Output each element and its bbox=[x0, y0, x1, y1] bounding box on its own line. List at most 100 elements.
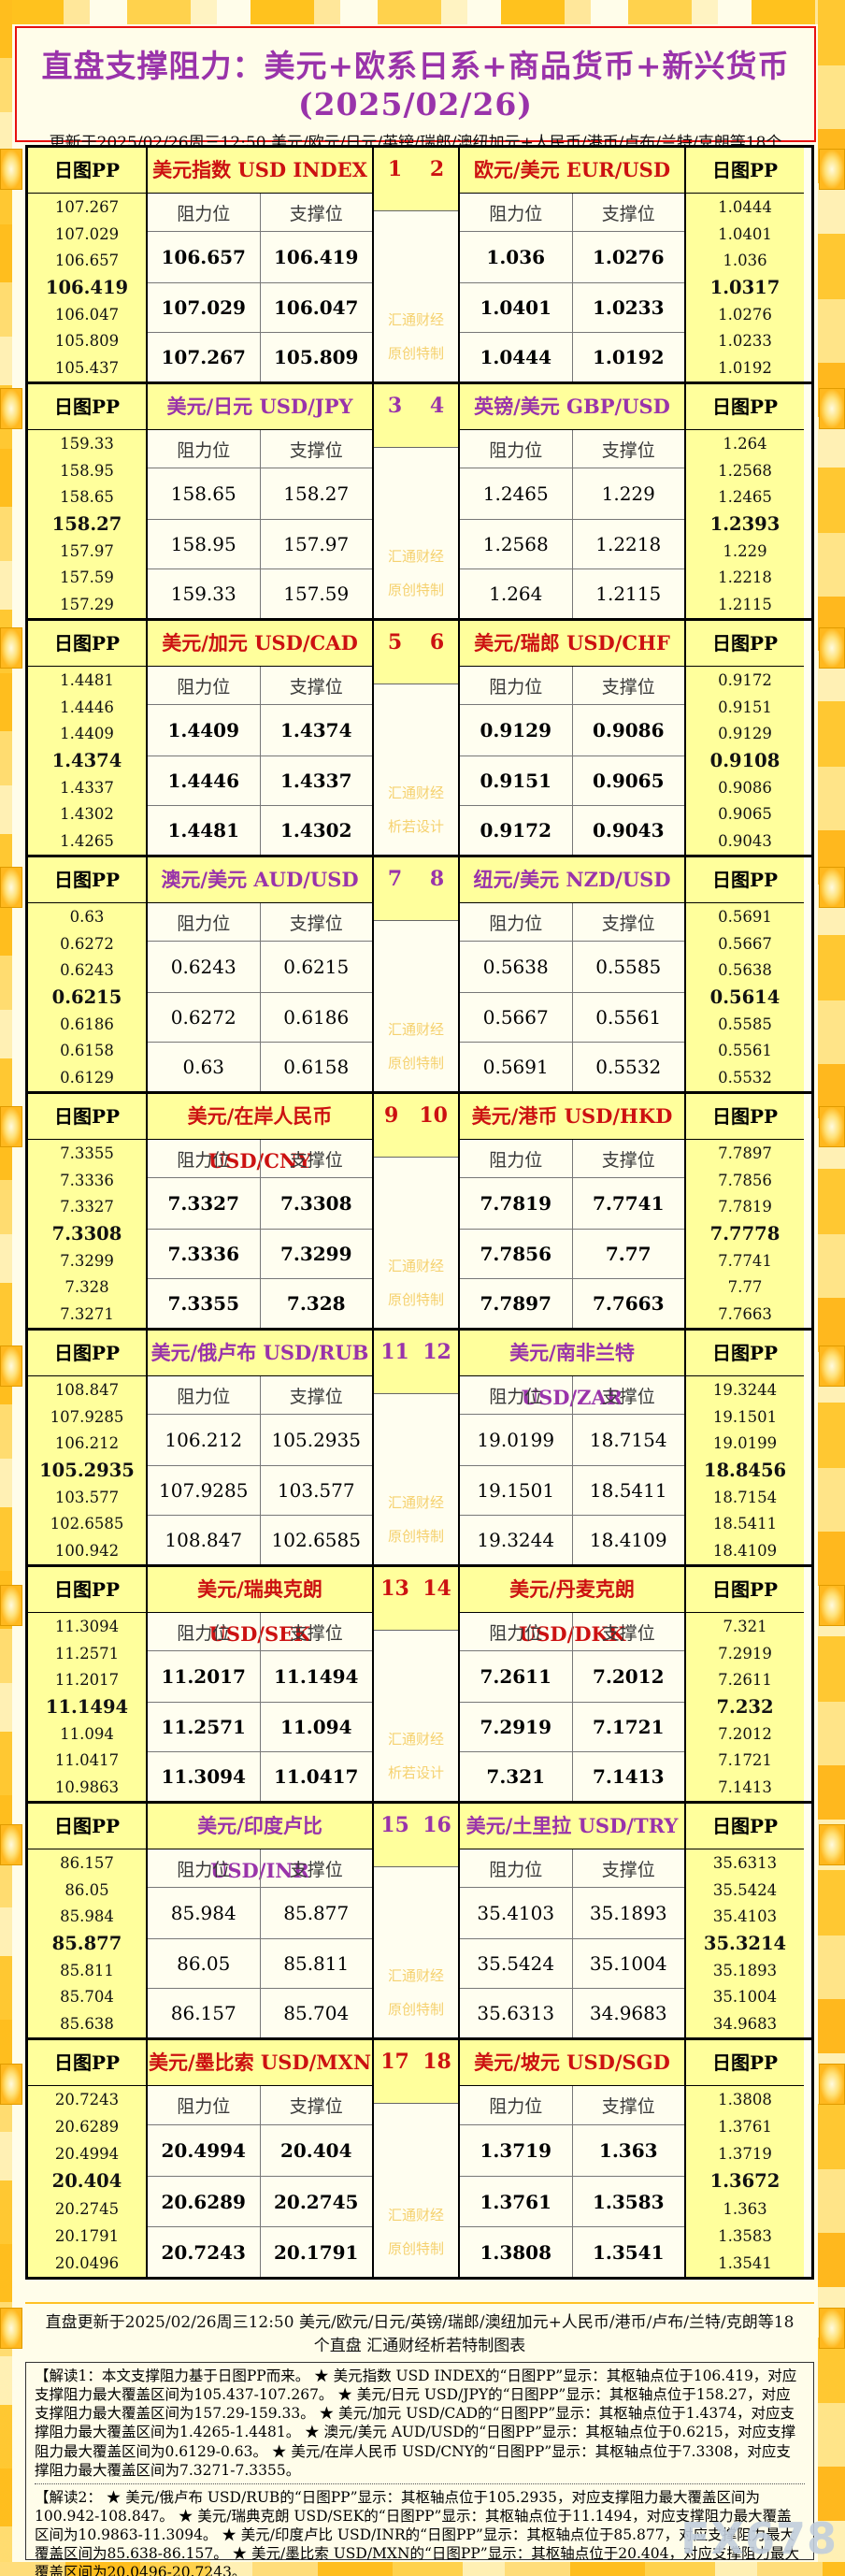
pair-index-right: 12 bbox=[422, 1340, 451, 1364]
pp-column-right: 日图PP 0.9172 0.9151 0.9129 0.9108 0.9086 … bbox=[684, 621, 804, 855]
mid-body: 汇通财经 原创特制 bbox=[374, 2104, 458, 2277]
pp-value: 1.0192 bbox=[718, 359, 772, 378]
subheader-row: 阻力位 支撑位 bbox=[148, 430, 372, 469]
support-label: 支撑位 bbox=[289, 913, 343, 934]
pair-name-right: 美元/港币 USD/HKD bbox=[460, 1094, 684, 1140]
pp-pivot-value: 1.3672 bbox=[709, 2170, 781, 2193]
pair-index-numbers: 3 4 bbox=[374, 384, 458, 448]
title-box: 直盘支撑阻力：美元+欧系日系+商品货币+新兴货币(2025/02/26) 更新于… bbox=[15, 26, 816, 176]
support-label: 支撑位 bbox=[601, 1386, 655, 1407]
pp-value: 1.3808 bbox=[718, 2091, 772, 2109]
resistance-label: 阻力位 bbox=[148, 430, 261, 468]
level-row: 0.6272 0.6186 bbox=[148, 991, 372, 1042]
gold-frame-top bbox=[0, 0, 845, 24]
resistance-value: 11.2571 bbox=[148, 1702, 261, 1751]
support-value: 0.6215 bbox=[283, 955, 350, 978]
index-column: 15 16 汇通财经 原创特制 bbox=[372, 1804, 460, 2037]
pp-values-right: 19.3244 19.1501 19.0199 18.8456 18.7154 … bbox=[686, 1376, 804, 1564]
mid-body: 汇通财经 原创特制 bbox=[374, 921, 458, 1091]
resistance-value: 0.63 bbox=[148, 1042, 261, 1091]
support-value: 34.9683 bbox=[589, 2001, 667, 2024]
site-watermark-line1: 汇通财经 bbox=[387, 1967, 444, 1984]
pp-header-right: 日图PP bbox=[686, 1331, 804, 1376]
pp-value: 107.029 bbox=[54, 224, 120, 243]
pp-value: 7.7819 bbox=[718, 1198, 772, 1216]
resistance-value: 86.05 bbox=[148, 1938, 261, 1988]
subheader-row: 阻力位 支撑位 bbox=[148, 903, 372, 943]
pp-column-right: 日图PP 1.264 1.2568 1.2465 1.2393 1.229 1.… bbox=[684, 384, 804, 618]
resistance-value: 0.6272 bbox=[148, 992, 261, 1042]
pp-value: 100.942 bbox=[54, 1542, 120, 1561]
pp-value: 1.0401 bbox=[718, 224, 772, 243]
pp-header-right: 日图PP bbox=[686, 1804, 804, 1849]
pp-value: 20.1791 bbox=[54, 2226, 120, 2245]
pp-value: 159.33 bbox=[60, 434, 114, 453]
level-row: 1.036 1.0276 bbox=[460, 232, 684, 282]
resistance-value: 11.3094 bbox=[148, 1751, 261, 1801]
support-label: 支撑位 bbox=[289, 1622, 343, 1644]
resistance-value: 0.9172 bbox=[460, 805, 573, 855]
resistance-label: 阻力位 bbox=[148, 2086, 261, 2124]
support-value: 11.094 bbox=[279, 1715, 352, 1738]
support-value: 1.0192 bbox=[592, 345, 665, 368]
pp-pivot-value: 11.1494 bbox=[45, 1696, 129, 1719]
pp-column-right: 日图PP 35.6313 35.5424 35.4103 35.3214 35.… bbox=[684, 1804, 804, 2037]
pair-table-right: 纽元/美元 NZD/USD 阻力位 支撑位 0.5638 0.5585 0.56… bbox=[460, 857, 684, 1091]
pp-value: 0.5667 bbox=[718, 934, 772, 953]
support-value: 11.0417 bbox=[274, 1764, 359, 1788]
pp-value: 35.6313 bbox=[712, 1853, 778, 1872]
site-watermark-line2: 原创特制 bbox=[387, 2001, 444, 2018]
support-value: 102.6585 bbox=[271, 1528, 361, 1551]
pp-values-right: 7.7897 7.7856 7.7819 7.7778 7.7741 7.77 … bbox=[686, 1140, 804, 1328]
level-row: 7.2611 7.2012 bbox=[460, 1651, 684, 1702]
pair-name-left: 美元/加元 USD/CAD bbox=[148, 621, 372, 667]
pair-name-right: 美元/丹麦克朗 USD/DKK bbox=[460, 1567, 684, 1646]
pp-value: 107.267 bbox=[54, 197, 120, 216]
pp-header-right: 日图PP bbox=[686, 857, 804, 903]
resistance-value: 0.5691 bbox=[460, 1042, 573, 1091]
subheader-row: 阻力位 支撑位 bbox=[460, 667, 684, 706]
pp-header-left: 日图PP bbox=[28, 148, 146, 194]
notes-box: 【解读1：本文支撑阻力基于日图PP而来。 ★ 美元指数 USD INDEX的“日… bbox=[25, 2362, 814, 2576]
pp-value: 18.7154 bbox=[712, 1488, 778, 1506]
pp-value: 107.9285 bbox=[50, 1407, 124, 1426]
resistance-value: 7.3336 bbox=[148, 1229, 261, 1278]
pp-pivot-value: 18.8456 bbox=[703, 1460, 787, 1482]
resistance-value: 20.7243 bbox=[148, 2227, 261, 2277]
support-value: 0.6186 bbox=[283, 1005, 350, 1029]
pp-value: 108.847 bbox=[54, 1380, 120, 1399]
support-value: 106.419 bbox=[274, 245, 359, 268]
resistance-value: 86.157 bbox=[148, 1988, 261, 2037]
level-row: 1.0401 1.0233 bbox=[460, 281, 684, 332]
resistance-value: 7.3327 bbox=[148, 1178, 261, 1229]
level-row: 7.7856 7.77 bbox=[460, 1228, 684, 1278]
frame-bump-left bbox=[0, 1346, 22, 1387]
level-row: 11.2017 11.1494 bbox=[148, 1651, 372, 1702]
support-value: 103.577 bbox=[277, 1478, 355, 1502]
support-label: 支撑位 bbox=[289, 1149, 343, 1171]
support-value: 158.27 bbox=[283, 482, 350, 505]
support-value: 85.811 bbox=[283, 1951, 350, 1975]
frame-bump-right bbox=[819, 867, 845, 908]
site-watermark: 汇通财经 析若设计 bbox=[374, 776, 458, 843]
level-row: 106.212 105.2935 bbox=[148, 1415, 372, 1465]
pp-value: 1.264 bbox=[723, 434, 767, 453]
site-watermark-line1: 汇通财经 bbox=[387, 1731, 444, 1748]
resistance-label: 阻力位 bbox=[148, 1376, 261, 1415]
support-label: 支撑位 bbox=[601, 1622, 655, 1644]
pp-value: 85.811 bbox=[60, 1961, 114, 1979]
pp-pivot-value: 7.232 bbox=[716, 1696, 774, 1719]
pair-name-right: 欧元/美元 EUR/USD bbox=[460, 148, 684, 194]
frame-bump-right bbox=[819, 388, 845, 429]
resistance-value: 0.5638 bbox=[460, 942, 573, 992]
frame-bump-left bbox=[0, 1106, 22, 1147]
pp-value: 20.6289 bbox=[54, 2118, 120, 2137]
pair-index-left: 13 bbox=[380, 1576, 409, 1601]
frame-bump-right bbox=[819, 2308, 845, 2349]
subheader-row: 阻力位 支撑位 bbox=[148, 667, 372, 706]
note-2: 【解读2： ★ 美元/俄卢布 USD/RUB的“日图PP”显示：其枢轴点位于10… bbox=[35, 2488, 799, 2576]
support-label: 支撑位 bbox=[289, 1859, 343, 1880]
pp-value: 1.4409 bbox=[60, 725, 114, 743]
level-row: 35.5424 35.1004 bbox=[460, 1937, 684, 1988]
resistance-value: 35.5424 bbox=[460, 1938, 573, 1988]
